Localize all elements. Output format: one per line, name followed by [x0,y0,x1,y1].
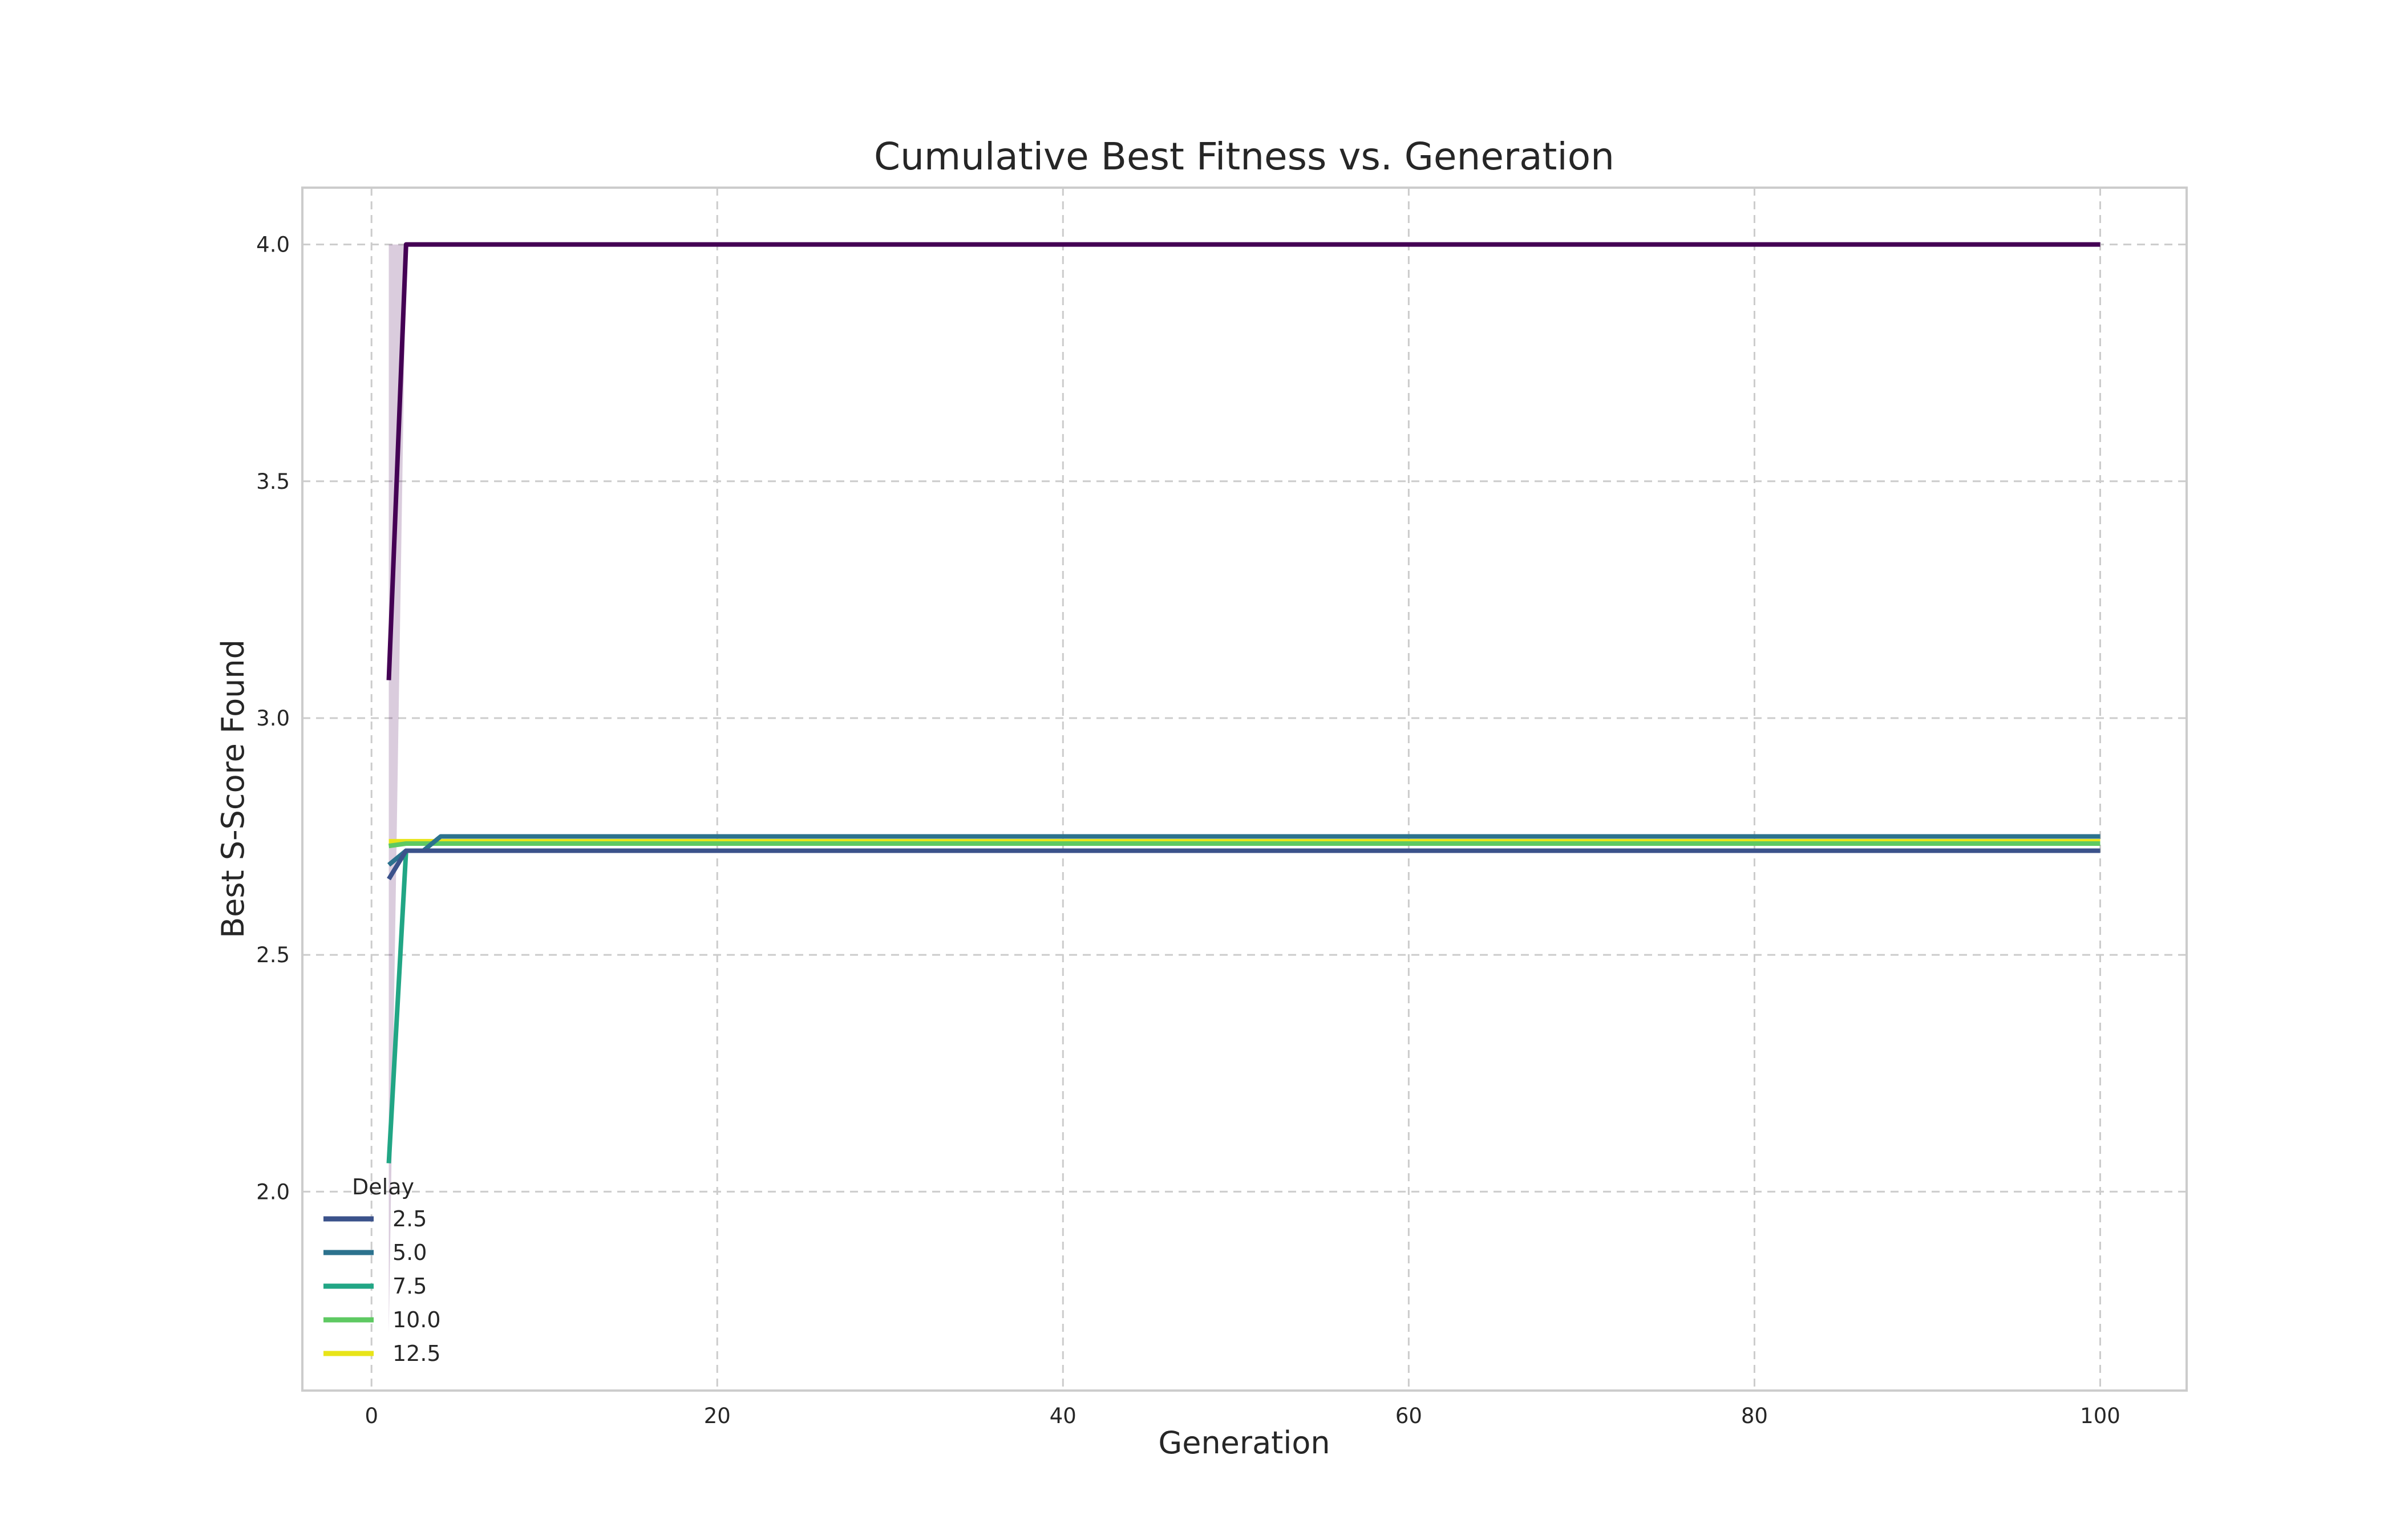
x-axis-label: Generation [1158,1425,1330,1461]
x-tick-label: 60 [1395,1404,1422,1428]
series-lines [386,242,2100,1164]
series-line [386,848,2100,1164]
x-ticks: 0 20 40 60 80 100 [365,1404,2120,1428]
series-line [386,242,2100,680]
series-line [388,841,2100,849]
series-line [387,848,2100,881]
x-tick-label: 80 [1741,1404,1768,1428]
legend-label: 7.5 [392,1274,427,1299]
grid-lines [302,188,2187,1391]
y-axis-label: Best S-Score Found [215,639,251,938]
x-tick-label: 20 [704,1404,731,1428]
x-tick-label: 100 [2080,1404,2120,1428]
chart-title: Cumulative Best Fitness vs. Generation [874,135,1614,179]
y-tick-label: 4.0 [256,233,290,257]
plot-frame [301,187,2188,1392]
y-ticks: 2.0 2.5 3.0 3.5 4.0 [256,233,290,1205]
confidence-bands [388,244,2100,1334]
x-tick-label: 40 [1050,1404,1076,1428]
y-tick-label: 3.5 [256,469,290,494]
x-tick-label: 0 [365,1404,378,1428]
legend-label: 10.0 [392,1307,441,1332]
y-tick-label: 2.0 [256,1180,290,1204]
y-tick-label: 2.5 [256,943,290,967]
legend-label: 5.0 [392,1240,427,1265]
legend-label: 12.5 [392,1341,441,1366]
confidence-band [388,244,2100,1334]
legend-label: 2.5 [392,1206,427,1231]
legend-title: Delay [352,1174,414,1199]
y-tick-label: 3.0 [256,706,290,731]
legend: Delay 2.5 5.0 7.5 10.0 12.5 [323,1174,441,1366]
